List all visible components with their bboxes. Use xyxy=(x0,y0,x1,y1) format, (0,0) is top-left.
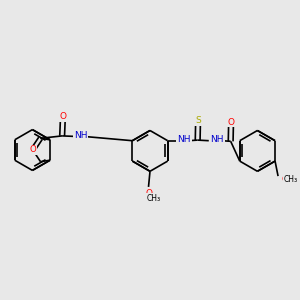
Text: O: O xyxy=(29,146,36,154)
Text: NH: NH xyxy=(74,131,88,140)
Text: O: O xyxy=(227,118,235,127)
Text: O: O xyxy=(145,189,152,198)
Text: NH: NH xyxy=(177,135,191,144)
Text: O: O xyxy=(281,175,288,184)
Text: S: S xyxy=(195,116,201,125)
Text: CH₃: CH₃ xyxy=(284,175,298,184)
Text: NH: NH xyxy=(210,135,224,144)
Text: O: O xyxy=(59,112,66,121)
Text: CH₃: CH₃ xyxy=(147,194,161,203)
